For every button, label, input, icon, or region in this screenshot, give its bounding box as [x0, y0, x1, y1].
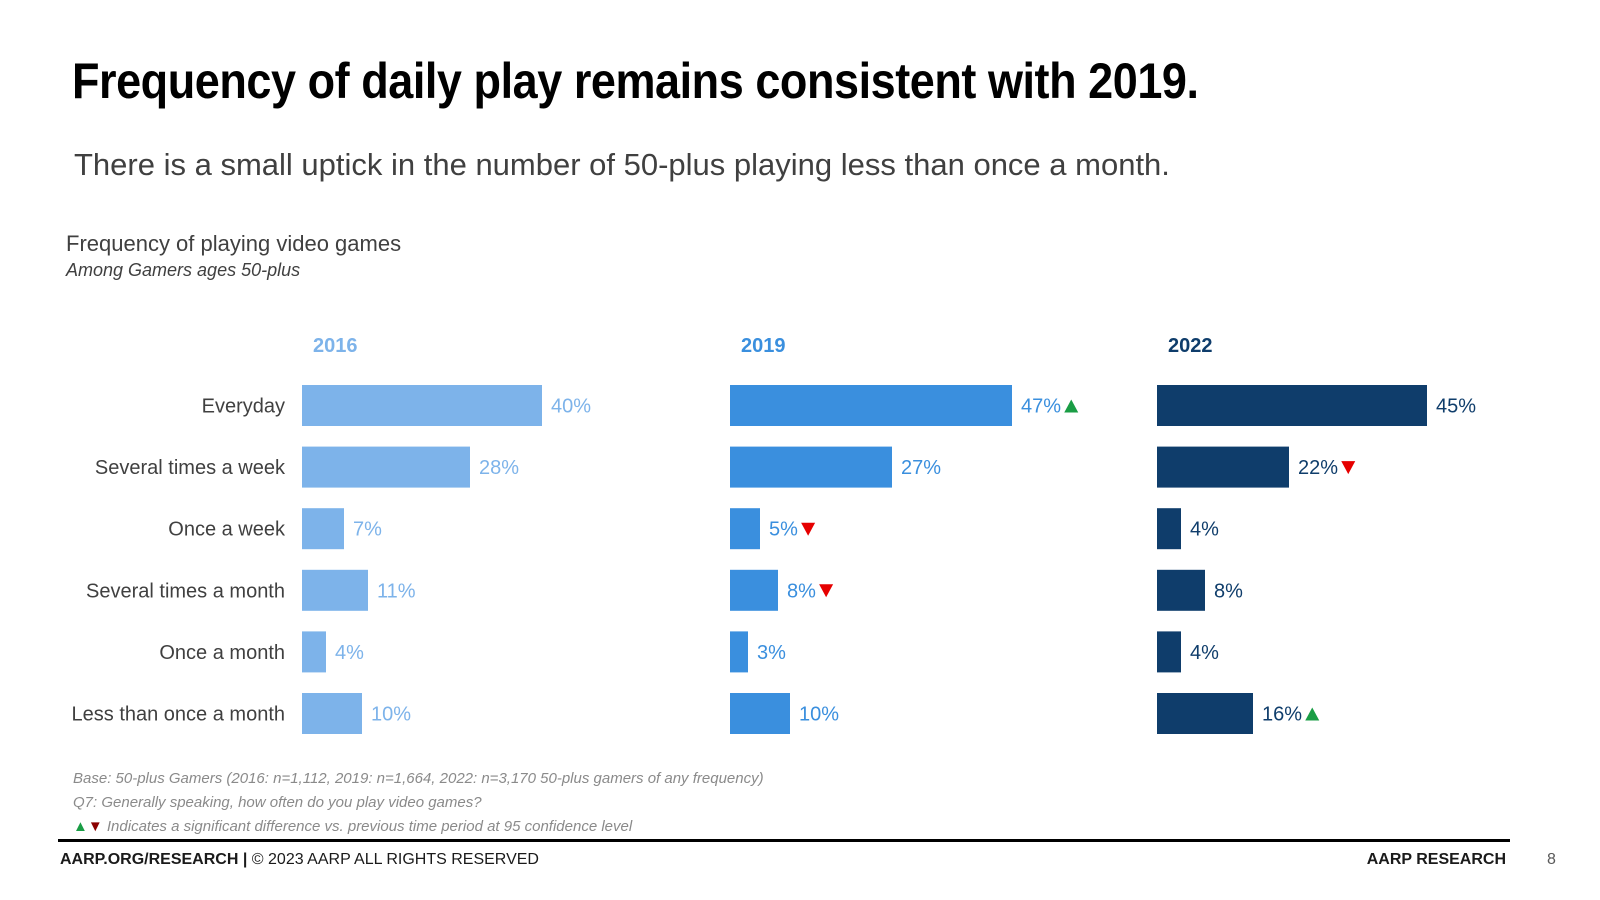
footer-copyright: © 2023 AARP ALL RIGHTS RESERVED	[251, 851, 539, 868]
slide-title: Frequency of daily play remains consiste…	[72, 53, 1199, 109]
bar	[1157, 385, 1427, 426]
category-label: Once a week	[168, 519, 286, 541]
data-label: 4%	[335, 642, 364, 664]
data-label: 22%	[1298, 457, 1338, 479]
bar	[1157, 631, 1181, 673]
chart-title: Frequency of playing video games	[66, 231, 402, 256]
bar	[1157, 693, 1253, 734]
down-arrow-icon	[819, 584, 834, 598]
down-arrow-icon	[1341, 461, 1356, 475]
data-label: 16%	[1262, 704, 1302, 726]
data-label: 28%	[479, 457, 519, 479]
data-label: 3%	[757, 642, 786, 664]
bar	[730, 569, 778, 611]
chart-notes: Base: 50-plus Gamers (2016: n=1,112, 201…	[73, 770, 764, 842]
footer-brand: AARP RESEARCH	[1366, 851, 1506, 868]
data-label: 8%	[1214, 580, 1243, 602]
bar	[1157, 569, 1205, 611]
data-label: 7%	[353, 519, 382, 541]
up-arrow-icon	[1064, 399, 1079, 413]
down-arrow-icon: ▼	[87, 818, 103, 835]
category-label: Once a month	[159, 642, 285, 664]
footer-site-link[interactable]: AARP.ORG/RESEARCH	[60, 851, 239, 868]
data-label: 5%	[769, 519, 798, 541]
data-label: 45%	[1436, 396, 1476, 418]
data-label: 27%	[901, 457, 941, 479]
page-number: 8	[1547, 851, 1556, 868]
bar	[302, 693, 362, 734]
question-note: Q7: Generally speaking, how often do you…	[73, 794, 482, 811]
data-label: 10%	[371, 704, 411, 726]
down-arrow-icon	[801, 522, 816, 536]
data-label: 10%	[799, 704, 839, 726]
bar	[730, 385, 1012, 426]
up-arrow-icon	[1305, 707, 1320, 721]
bar	[730, 631, 748, 673]
bar	[1157, 446, 1289, 488]
series-header-2022: 2022	[1168, 335, 1213, 357]
data-label: 40%	[551, 396, 591, 418]
bar	[302, 446, 470, 488]
legend-text: Indicates a significant difference vs. p…	[102, 818, 633, 835]
data-label: 11%	[377, 580, 416, 602]
bar	[302, 631, 326, 673]
significance-legend: ▲▼ Indicates a significant difference vs…	[73, 818, 764, 842]
data-label: 4%	[1190, 642, 1219, 664]
category-label: Everyday	[202, 396, 285, 418]
footer-left: AARP.ORG/RESEARCH | © 2023 AARP ALL RIGH…	[60, 851, 539, 869]
base-note: Base: 50-plus Gamers (2016: n=1,112, 201…	[73, 770, 764, 787]
series-header-2016: 2016	[313, 335, 358, 357]
footer-separator: |	[238, 851, 252, 868]
bar	[730, 693, 790, 734]
data-label: 47%	[1021, 396, 1061, 418]
category-label: Less than once a month	[72, 704, 285, 726]
up-arrow-icon: ▲	[73, 818, 88, 835]
series-header-2019: 2019	[741, 335, 786, 357]
slide-subtitle: There is a small uptick in the number of…	[74, 147, 1170, 182]
bar	[730, 508, 760, 550]
category-label: Several times a month	[86, 580, 285, 602]
bar	[730, 446, 892, 488]
category-label: Several times a week	[95, 457, 286, 479]
chart-subtitle: Among Gamers ages 50-plus	[66, 260, 301, 280]
bar	[302, 508, 344, 550]
footer-divider	[58, 839, 1510, 842]
bar	[302, 385, 542, 426]
data-label: 8%	[787, 580, 816, 602]
bar-chart: Everyday Several times a week Once a week S…	[72, 335, 1476, 734]
bar	[302, 569, 368, 611]
data-label: 4%	[1190, 519, 1219, 541]
bar	[1157, 508, 1181, 550]
